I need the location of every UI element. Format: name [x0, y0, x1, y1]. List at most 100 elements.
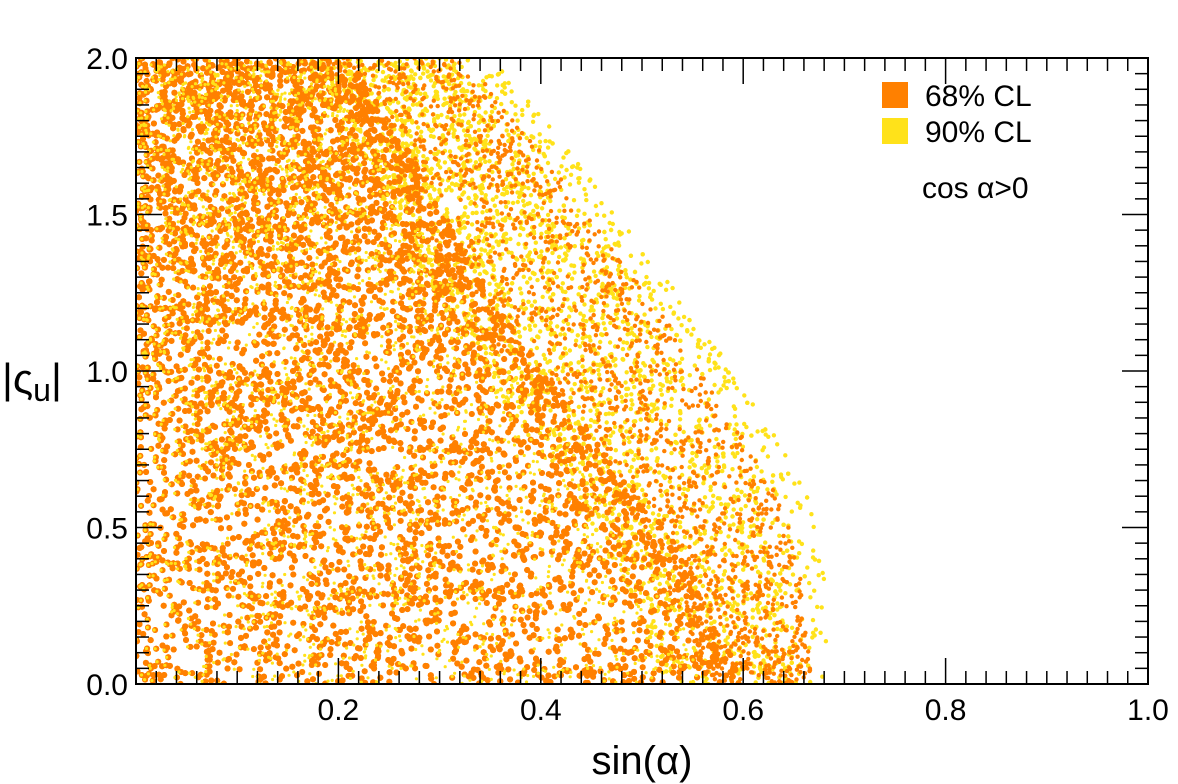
point-90cl [651, 383, 656, 388]
point-90cl [713, 366, 718, 371]
point-90cl [692, 463, 697, 468]
point-90cl [568, 462, 574, 467]
point-90cl [521, 274, 526, 279]
point-90cl [496, 242, 501, 248]
point-90cl [591, 269, 597, 274]
point-90cl [583, 385, 589, 390]
point-90cl [770, 479, 775, 484]
point-90cl [381, 88, 387, 93]
point-90cl [575, 165, 580, 170]
point-90cl [500, 217, 505, 222]
point-90cl [551, 292, 556, 297]
point-90cl [421, 182, 426, 187]
point-90cl [682, 534, 688, 540]
point-90cl [550, 250, 555, 256]
point-90cl [588, 473, 593, 478]
point-90cl [640, 252, 645, 257]
point-90cl [386, 87, 392, 92]
point-90cl [602, 326, 608, 332]
point-90cl [731, 507, 736, 512]
point-90cl [581, 441, 586, 446]
point-90cl [500, 394, 506, 399]
point-90cl [566, 226, 571, 231]
point-90cl [816, 558, 822, 564]
point-90cl [712, 444, 717, 450]
point-90cl [731, 380, 737, 386]
point-90cl [413, 61, 419, 66]
point-90cl [551, 347, 556, 352]
point-90cl [653, 624, 658, 630]
point-90cl [589, 304, 594, 309]
point-90cl [495, 303, 500, 308]
point-90cl [347, 69, 352, 75]
point-90cl [460, 192, 465, 197]
point-90cl [576, 208, 581, 213]
point-90cl [799, 541, 805, 547]
point-90cl [509, 250, 514, 256]
point-90cl [721, 572, 727, 577]
point-90cl [650, 357, 655, 363]
point-90cl [588, 417, 594, 423]
point-90cl [755, 603, 760, 608]
point-90cl [519, 410, 524, 415]
point-90cl [525, 103, 531, 108]
point-90cl [564, 253, 569, 258]
point-90cl [535, 277, 540, 283]
point-90cl [790, 572, 796, 577]
point-90cl [485, 133, 490, 138]
point-90cl [564, 167, 569, 173]
point-90cl [811, 548, 816, 553]
point-90cl [613, 385, 618, 390]
point-90cl [786, 534, 791, 539]
point-90cl [560, 215, 565, 220]
point-90cl [475, 340, 481, 346]
point-90cl [580, 336, 585, 341]
point-90cl [559, 164, 564, 169]
point-90cl [532, 323, 538, 328]
point-90cl [601, 513, 606, 519]
point-90cl [702, 568, 708, 573]
point-90cl [600, 332, 605, 338]
point-90cl [698, 345, 703, 350]
point-90cl [789, 660, 794, 665]
point-90cl [457, 145, 462, 150]
point-90cl [787, 582, 793, 587]
point-90cl [555, 324, 560, 329]
point-90cl [418, 75, 423, 81]
point-90cl [637, 373, 643, 378]
point-90cl [505, 319, 510, 324]
point-90cl [810, 635, 815, 640]
point-90cl [404, 97, 409, 102]
point-90cl [734, 386, 739, 391]
point-90cl [636, 455, 641, 461]
point-90cl [505, 184, 510, 190]
point-90cl [620, 346, 626, 352]
point-90cl [698, 573, 703, 579]
point-90cl [472, 269, 477, 274]
point-90cl [533, 143, 538, 149]
point-90cl [674, 332, 679, 338]
point-90cl [428, 133, 434, 139]
point-90cl [517, 334, 523, 339]
point-90cl [708, 487, 713, 493]
point-90cl [569, 387, 574, 392]
point-90cl [574, 213, 580, 218]
point-90cl [667, 622, 673, 628]
point-90cl [441, 74, 446, 79]
point-90cl [654, 643, 659, 649]
point-90cl [429, 263, 435, 268]
point-90cl [756, 610, 761, 615]
point-90cl [506, 370, 512, 375]
point-90cl [566, 314, 572, 319]
point-90cl [565, 321, 571, 327]
point-90cl [779, 474, 784, 480]
point-90cl [771, 433, 777, 438]
point-90cl [490, 245, 496, 250]
point-90cl [442, 96, 447, 101]
point-90cl [617, 512, 622, 517]
point-90cl [539, 206, 545, 211]
point-90cl [517, 286, 523, 291]
point-90cl [759, 469, 764, 474]
point-90cl [520, 112, 525, 118]
